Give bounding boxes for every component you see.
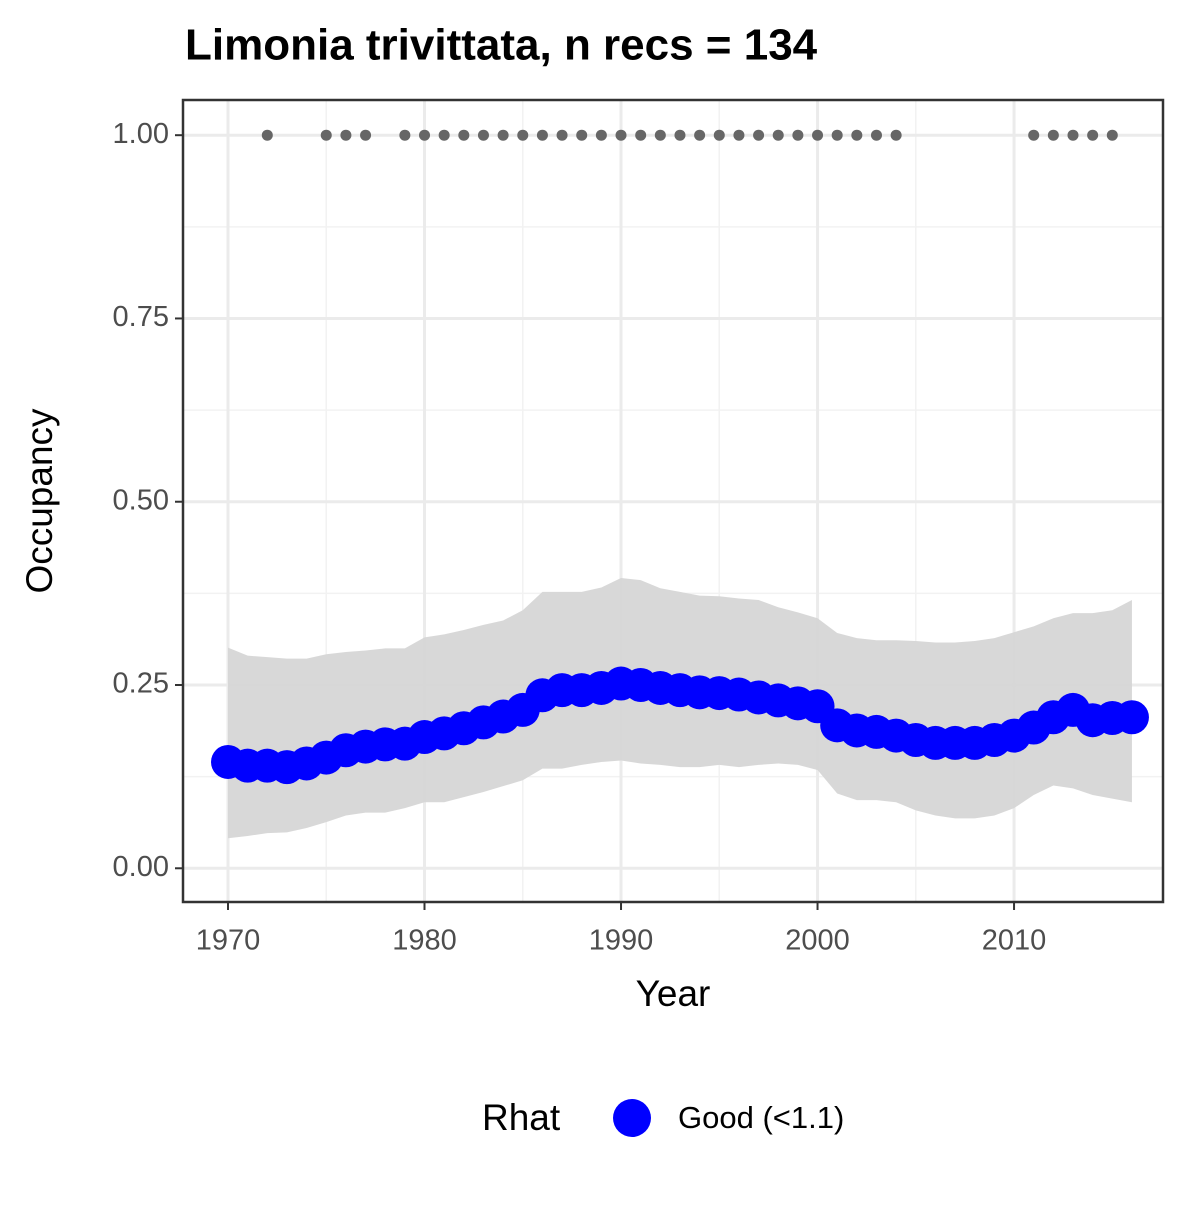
record-point (438, 129, 450, 141)
record-point (399, 129, 411, 141)
record-point (477, 129, 489, 141)
record-point (320, 129, 332, 141)
record-point (419, 129, 431, 141)
record-point (831, 129, 843, 141)
y-tick-label: 0.25 (113, 668, 169, 700)
x-tick-label: 1980 (392, 925, 457, 957)
record-point (1047, 129, 1059, 141)
x-tick-label: 2010 (982, 925, 1047, 957)
record-point (595, 129, 607, 141)
legend-label: Good (<1.1) (678, 1100, 844, 1135)
record-point (261, 129, 273, 141)
record-point (674, 129, 686, 141)
x-tick-label: 2000 (785, 925, 850, 957)
record-point (517, 129, 529, 141)
record-point (615, 129, 627, 141)
panel-border (181, 98, 1165, 904)
record-point (654, 129, 666, 141)
record-point (635, 129, 647, 141)
record-point (772, 129, 784, 141)
record-point (497, 129, 509, 141)
x-tick-label: 1970 (196, 925, 261, 957)
record-point (713, 129, 725, 141)
x-axis-title: Year (636, 973, 711, 1014)
y-tick-label: 0.75 (113, 301, 169, 333)
record-point (851, 129, 863, 141)
record-point (1106, 129, 1118, 141)
record-point (733, 129, 745, 141)
chart-title: Limonia trivittata, n recs = 134 (185, 21, 818, 70)
y-axis-title: Occupancy (19, 408, 60, 594)
legend-title: Rhat (482, 1097, 561, 1138)
y-tick-label: 1.00 (113, 118, 169, 150)
record-point (1067, 129, 1079, 141)
record-point (458, 129, 470, 141)
record-point (890, 129, 902, 141)
record-point (536, 129, 548, 141)
record-point (694, 129, 706, 141)
y-tick-label: 0.50 (113, 484, 169, 516)
record-point (792, 129, 804, 141)
record-point (340, 129, 352, 141)
record-point (556, 129, 568, 141)
point (1114, 700, 1149, 735)
record-point (753, 129, 765, 141)
record-point (1087, 129, 1099, 141)
record-point (576, 129, 588, 141)
record-point (360, 129, 372, 141)
y-tick-label: 0.00 (113, 851, 169, 883)
x-tick-label: 1990 (589, 925, 654, 957)
record-point (870, 129, 882, 141)
legend-key (613, 1099, 651, 1137)
confidence-band (228, 577, 1132, 839)
record-point (812, 129, 824, 141)
record-point (1028, 129, 1040, 141)
